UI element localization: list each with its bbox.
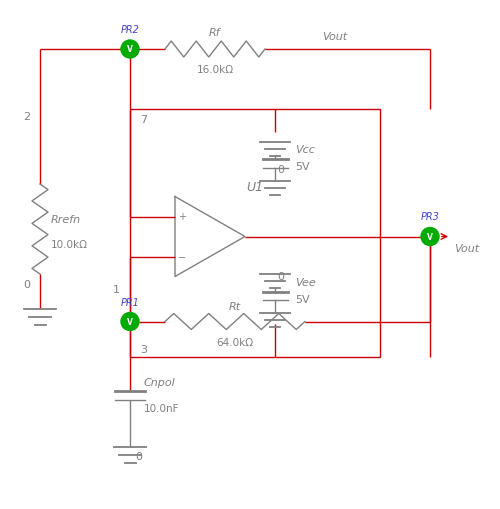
Text: Vout: Vout [322, 33, 347, 42]
Text: U1: U1 [246, 181, 264, 193]
Text: Rrefn: Rrefn [51, 215, 81, 224]
Text: PR2: PR2 [120, 25, 140, 35]
Circle shape [121, 41, 139, 59]
Text: 5V: 5V [295, 294, 310, 304]
Text: 16.0kΩ: 16.0kΩ [196, 65, 234, 75]
Text: 10.0nF: 10.0nF [144, 403, 180, 413]
Text: 10.0kΩ: 10.0kΩ [51, 240, 88, 249]
Text: 64.0kΩ: 64.0kΩ [216, 337, 254, 347]
Circle shape [121, 313, 139, 331]
Text: PR3: PR3 [420, 212, 440, 222]
Text: Cnpol: Cnpol [144, 377, 176, 387]
Text: V: V [127, 318, 133, 326]
Text: 5V: 5V [295, 162, 310, 172]
Text: 1: 1 [113, 285, 120, 294]
Text: 2: 2 [23, 112, 30, 122]
Text: 7: 7 [140, 115, 147, 125]
Circle shape [421, 228, 439, 246]
Text: PR1: PR1 [120, 297, 140, 307]
Text: Vcc: Vcc [295, 145, 315, 155]
Text: +: + [178, 212, 186, 222]
Text: Rt: Rt [229, 301, 241, 311]
Text: −: − [178, 252, 186, 262]
Bar [130, 110, 380, 357]
Text: 0: 0 [278, 272, 284, 282]
Text: Rf: Rf [209, 27, 221, 38]
Text: Vout: Vout [454, 243, 479, 253]
Text: 3: 3 [140, 344, 147, 354]
Text: 0: 0 [135, 451, 142, 462]
Text: V: V [427, 233, 433, 242]
Text: 0: 0 [278, 165, 284, 175]
Text: V: V [127, 45, 133, 54]
Text: Vee: Vee [295, 277, 316, 287]
Text: 0: 0 [23, 279, 30, 290]
